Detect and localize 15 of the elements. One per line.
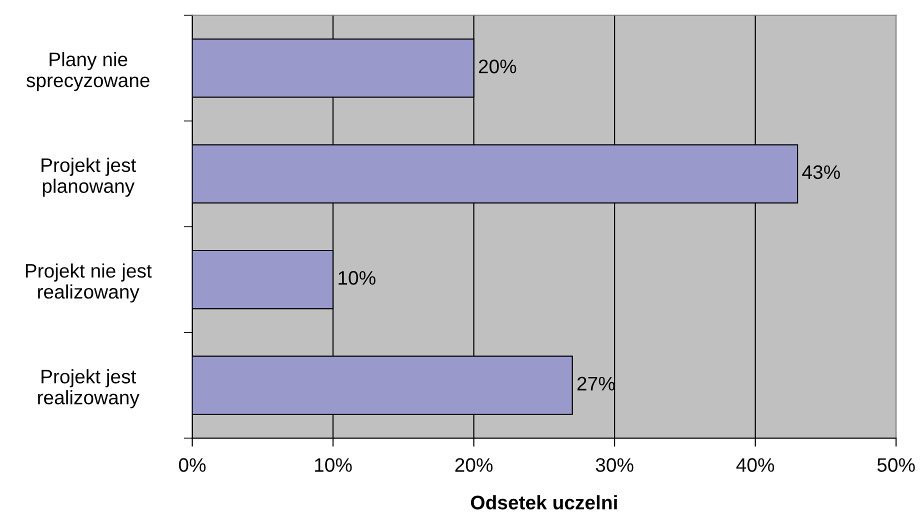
x-tick-label: 40% [736, 458, 774, 472]
x-tick-label: 50% [877, 458, 915, 472]
data-label: 20% [478, 60, 516, 74]
x-tick-label: 10% [315, 458, 352, 472]
data-label: 43% [802, 165, 840, 180]
x-tick-label: 30% [596, 458, 634, 472]
y-tick-label: Projekt jest planowany [42, 158, 136, 197]
data-label: 10% [338, 271, 376, 285]
y-tick-label: Plany nie sprecyzowane [26, 52, 150, 92]
x-axis-title: Odsetek uczelni [470, 495, 617, 510]
x-tick-label: 20% [455, 458, 493, 472]
data-label: 27% [577, 376, 615, 390]
y-tick-label: Projekt jest realizowany [38, 369, 140, 408]
x-tick-label: 0% [178, 458, 206, 472]
y-tick-label: Projekt nie jest realizowany [26, 263, 152, 303]
